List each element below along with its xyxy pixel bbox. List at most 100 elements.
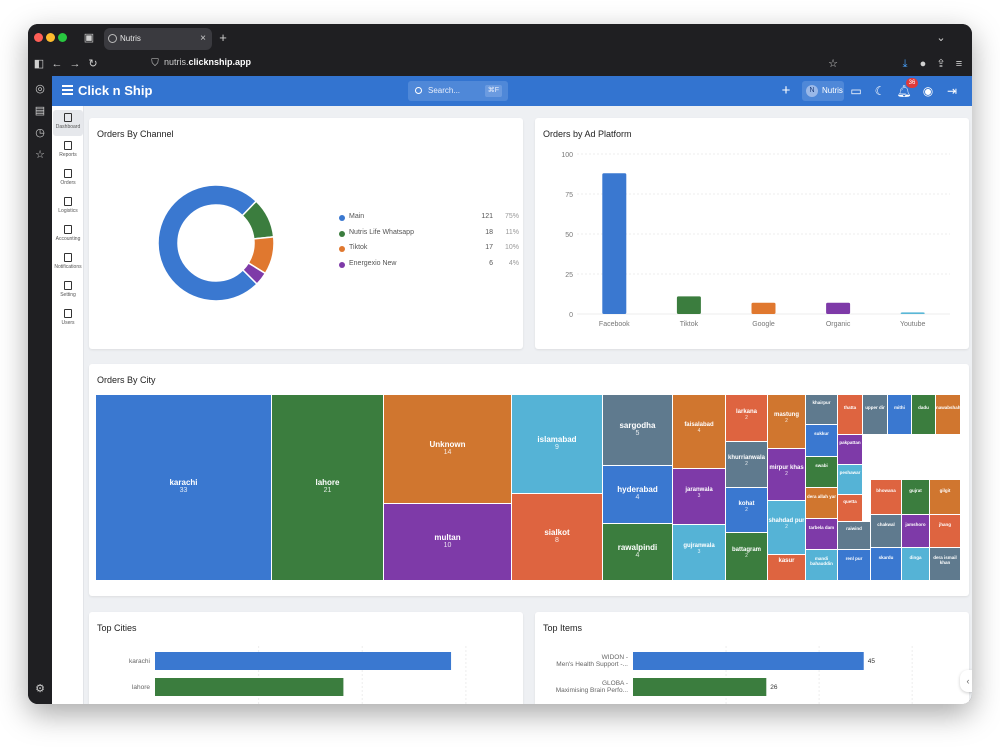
treemap-cell-mandi-bahauddin[interactable]: mandi bahauddin — [806, 550, 838, 581]
legend-item[interactable]: Nutris Life Whatsapp 18 11% — [339, 229, 519, 241]
treemap-cell-khairpur[interactable]: khairpur — [806, 395, 838, 425]
rail-document-icon[interactable]: ▤ — [34, 105, 46, 117]
treemap-cell-dinga[interactable]: dinga — [902, 548, 930, 581]
reload-icon[interactable]: ↻ — [88, 58, 98, 70]
treemap-cell-sialkot[interactable]: sialkot 8 — [512, 494, 603, 581]
treemap-cell-thatta[interactable]: thatta — [838, 395, 863, 435]
treemap-cell-kohat[interactable]: kohat 2 — [726, 488, 768, 533]
hbar-value-label: 26 — [770, 684, 778, 691]
treemap-cell-label: shahdad pur — [768, 518, 805, 524]
tab-list-chevron-icon[interactable]: ⌄ — [936, 32, 946, 44]
treemap-cell-value: 5 — [635, 429, 640, 437]
new-tab-icon[interactable]: + — [219, 30, 227, 45]
forward-icon[interactable]: → — [69, 58, 81, 70]
treemap-cell-dera-ismail-khan[interactable]: dera ismail khan — [930, 548, 961, 581]
treemap-cell-jaranwala[interactable]: jaranwala 3 — [673, 469, 726, 525]
bookmark-star-icon[interactable]: ☆ — [828, 58, 838, 70]
treemap-cell-larkana[interactable]: larkana 2 — [726, 395, 768, 442]
add-icon[interactable]: + — [781, 82, 791, 99]
rail-history-icon[interactable]: ◷ — [35, 127, 45, 139]
treemap-cell-gujrat[interactable]: gujrat — [902, 480, 930, 515]
treemap-cell-mirpur-khas[interactable]: mirpur khas 2 — [768, 449, 806, 501]
downloads-icon[interactable]: ⤓ — [902, 58, 908, 70]
notifications-bell-icon[interactable]: 🔔︎ — [896, 84, 912, 98]
sidebar-item-orders[interactable]: Orders — [53, 166, 83, 192]
treemap-cell-gilgit[interactable]: gilgit — [930, 480, 961, 515]
close-window-button[interactable] — [34, 33, 43, 42]
rail-bookmarks-icon[interactable]: ☆ — [35, 149, 45, 161]
treemap-cell-sukkur[interactable]: sukkur — [806, 425, 838, 457]
treemap-cell-jhang[interactable]: jhang — [930, 515, 961, 548]
card-icon[interactable]: ▭ — [850, 84, 862, 98]
treemap-cell-islamabad[interactable]: islamabad 9 — [512, 395, 603, 494]
treemap-cell-sargodha[interactable]: sargodha 5 — [603, 395, 673, 466]
treemap-cell-chakwal[interactable]: chakwal — [871, 515, 902, 548]
treemap-cell-pakpattan[interactable]: pakpattan — [838, 435, 863, 465]
legend-item[interactable]: Main 121 75% — [339, 213, 519, 225]
rail-target-icon[interactable]: ◎ — [35, 83, 45, 95]
treemap-cell-mastung[interactable]: mastung 2 — [768, 395, 806, 449]
sidebar-item-accounting[interactable]: Accounting — [53, 222, 83, 248]
menu-hamburger-icon[interactable] — [62, 85, 73, 95]
address-bar[interactable]: nutris.clicknship.app — [164, 57, 251, 67]
sidebar-item-dashboard[interactable]: Dashboard — [53, 110, 83, 136]
treemap-cell-rawalpindi[interactable]: rawalpindi 4 — [603, 524, 673, 581]
legend-item[interactable]: Energexio New 6 4% — [339, 260, 519, 272]
sidebar-item-setting[interactable]: Setting — [53, 278, 83, 304]
back-icon[interactable]: ← — [51, 58, 63, 70]
treemap-cell-khurrianwala[interactable]: khurrianwala 2 — [726, 442, 768, 488]
treemap-cell-swabi[interactable]: swabi — [806, 457, 838, 488]
collapse-panel-chevron-icon[interactable]: ‹ — [960, 670, 972, 692]
treemap-cell-bhowana[interactable]: bhowana — [871, 480, 902, 515]
sidebar-item-notifications[interactable]: Notifications — [53, 250, 83, 276]
treemap-cell-hyderabad[interactable]: hyderabad 4 — [603, 466, 673, 524]
treemap-cell-Unknown[interactable]: Unknown 14 — [384, 395, 512, 504]
treemap-cell-shahdad-pur[interactable]: shahdad pur 2 — [768, 501, 806, 555]
treemap-cell-karachi[interactable]: karachi 33 — [96, 395, 272, 581]
treemap-cell-faisalabad[interactable]: faisalabad 4 — [673, 395, 726, 469]
treemap-cell-label: jaranwala — [685, 487, 713, 493]
sidebar-item-label: Accounting — [55, 236, 81, 242]
zoom-window-button[interactable] — [58, 33, 67, 42]
app-brand[interactable]: Click n Ship — [78, 83, 153, 98]
tab-overview-icon[interactable]: ▣ — [83, 32, 95, 44]
sidebar-item-reports[interactable]: Reports — [53, 138, 83, 164]
treemap-cell-skardu[interactable]: skardu — [871, 548, 902, 581]
treemap-cell-renl-pur[interactable]: renl pur — [838, 550, 871, 581]
treemap-cell-lahore[interactable]: lahore 21 — [272, 395, 384, 581]
rail-settings-gear-icon[interactable]: ⚙ — [35, 683, 45, 695]
treemap-cell-raiwind[interactable]: raiwind — [838, 522, 871, 550]
site-info-shield-icon[interactable]: ⛉ — [151, 58, 159, 69]
treemap-cell-label: kasur — [778, 558, 795, 564]
treemap-cell-gujranwala[interactable]: gujranwala 3 — [673, 525, 726, 581]
treemap-cell-peshawar[interactable]: peshawar — [838, 465, 863, 495]
browser-tab-nutris[interactable]: Nutris × — [104, 28, 212, 50]
treemap-cell-value: 8 — [555, 536, 559, 544]
treemap-cell-dera-allah-yar[interactable]: dera allah yar — [806, 488, 838, 519]
search-input[interactable]: Search... ⌘F — [408, 81, 508, 101]
extension-icon[interactable]: ● — [919, 58, 927, 70]
logout-icon[interactable]: ⇥ — [946, 84, 958, 98]
account-switcher[interactable]: N Nutris — [802, 81, 844, 101]
treemap-cell-dadu[interactable]: dadu — [912, 395, 936, 435]
treemap-cell-nawabshah[interactable]: nawabshah — [936, 395, 961, 435]
sidebar-item-logistics[interactable]: Logistics — [53, 194, 83, 220]
dark-mode-moon-icon[interactable]: ☾ — [874, 84, 886, 98]
treemap-cell-battagram[interactable]: battagram 2 — [726, 533, 768, 581]
treemap-cell-quetta[interactable]: quetta — [838, 495, 863, 522]
profile-icon[interactable]: ◉ — [922, 84, 934, 98]
close-tab-icon[interactable]: × — [200, 33, 206, 44]
legend-item[interactable]: Tiktok 17 10% — [339, 244, 519, 256]
browser-menu-icon[interactable]: ≡ — [955, 58, 963, 70]
share-icon[interactable]: ⇪ — [936, 58, 946, 70]
card-title: Orders By City — [97, 375, 156, 385]
treemap-cell-mithi[interactable]: mithi — [888, 395, 912, 435]
treemap-cell-upper-dir[interactable]: upper dir — [863, 395, 888, 435]
treemap-cell-multan[interactable]: multan 10 — [384, 504, 512, 581]
minimize-window-button[interactable] — [46, 33, 55, 42]
treemap-cell-tarbela-dam[interactable]: tarbela dam — [806, 519, 838, 550]
treemap-cell-kasur[interactable]: kasur — [768, 555, 806, 581]
treemap-cell-jamshoro[interactable]: jamshoro — [902, 515, 930, 548]
sidebar-item-users[interactable]: Users — [53, 306, 83, 332]
sidebar-toggle-icon[interactable]: ◧ — [33, 58, 45, 70]
